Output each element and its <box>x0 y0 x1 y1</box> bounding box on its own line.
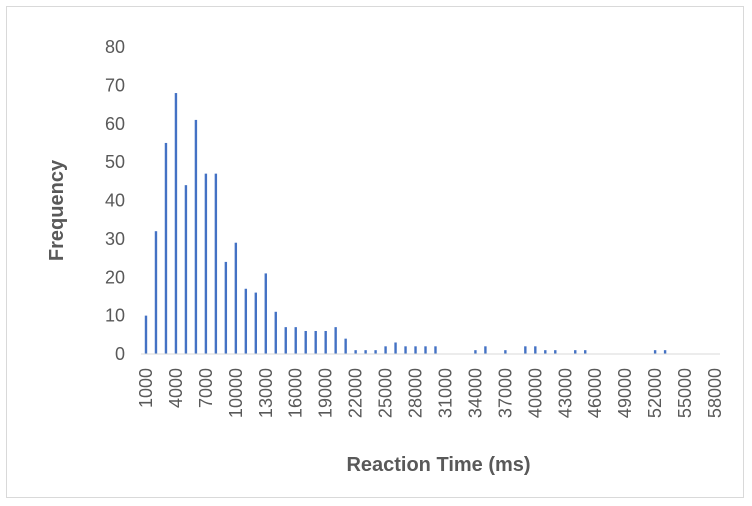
y-tick-label: 30 <box>105 229 125 249</box>
bar <box>244 288 248 354</box>
bar <box>574 350 577 354</box>
x-tick-label: 4000 <box>166 368 186 408</box>
bar <box>224 261 228 354</box>
histogram-chart: 0 10 20 30 40 50 60 70 80 1000 4000 7000 10000 13000… <box>46 37 725 476</box>
y-tick-label: 70 <box>105 75 125 95</box>
bar <box>404 346 407 354</box>
bar <box>663 350 667 354</box>
bar <box>264 273 267 354</box>
bar <box>294 327 297 354</box>
x-tick-label: 28000 <box>406 368 426 418</box>
x-tick-label: 1000 <box>136 368 156 408</box>
x-tick-label: 7000 <box>196 368 216 408</box>
bar <box>194 119 198 354</box>
x-axis-ticks: 1000 4000 7000 10000 13000 16000 19000 22000 250… <box>136 368 725 418</box>
y-tick-label: 50 <box>105 152 125 172</box>
bar <box>484 346 487 354</box>
x-tick-label: 46000 <box>585 368 605 418</box>
x-tick-label: 16000 <box>286 368 306 418</box>
x-tick-label: 58000 <box>705 368 725 418</box>
bar <box>344 338 347 354</box>
bar <box>144 315 148 355</box>
bar <box>364 350 367 354</box>
bar <box>554 350 557 354</box>
bar <box>184 185 188 354</box>
x-tick-label: 19000 <box>316 368 336 418</box>
bar <box>414 346 417 354</box>
bar <box>544 350 547 354</box>
bar <box>334 327 337 354</box>
x-tick-label: 10000 <box>226 368 246 418</box>
bar <box>504 350 507 354</box>
y-tick-label: 40 <box>105 191 125 211</box>
y-tick-label: 20 <box>105 267 125 287</box>
x-tick-label: 31000 <box>436 368 456 418</box>
y-tick-label: 60 <box>105 114 125 134</box>
bar <box>284 327 287 354</box>
bar <box>304 330 307 354</box>
bar <box>354 350 357 354</box>
bar <box>204 173 208 354</box>
bar <box>653 350 657 354</box>
x-tick-label: 49000 <box>615 368 635 418</box>
bar <box>324 330 327 354</box>
x-tick-label: 37000 <box>495 368 515 418</box>
y-axis-title: Frequency <box>46 159 68 261</box>
bar <box>394 342 397 354</box>
bar <box>534 346 537 354</box>
y-tick-label: 80 <box>105 37 125 57</box>
y-axis-ticks: 0 10 20 30 40 50 60 70 80 <box>105 37 125 364</box>
x-tick-label: 25000 <box>376 368 396 418</box>
y-tick-label: 0 <box>115 344 125 364</box>
chart-area: 0 10 20 30 40 50 60 70 80 1000 4000 7000 10000 13000… <box>6 6 744 498</box>
bar <box>424 346 427 354</box>
bar <box>254 292 257 354</box>
bar <box>164 142 168 354</box>
y-tick-label: 10 <box>105 306 125 326</box>
bar <box>314 330 317 354</box>
bars <box>144 93 667 355</box>
bar <box>234 242 238 354</box>
x-tick-label: 43000 <box>555 368 575 418</box>
x-tick-label: 34000 <box>465 368 485 418</box>
x-tick-label: 55000 <box>675 368 695 418</box>
x-tick-label: 13000 <box>256 368 276 418</box>
bar <box>584 350 587 354</box>
x-tick-label: 52000 <box>645 368 665 418</box>
bar <box>384 346 387 354</box>
bar <box>154 231 158 354</box>
bar <box>524 346 527 354</box>
x-tick-label: 40000 <box>525 368 545 418</box>
bar <box>374 350 377 354</box>
bar <box>474 350 477 354</box>
bar <box>214 173 218 354</box>
bar <box>434 346 437 354</box>
x-tick-label: 22000 <box>346 368 366 418</box>
x-axis-title: Reaction Time (ms) <box>346 454 530 476</box>
bar <box>274 311 277 354</box>
bar <box>174 93 178 355</box>
